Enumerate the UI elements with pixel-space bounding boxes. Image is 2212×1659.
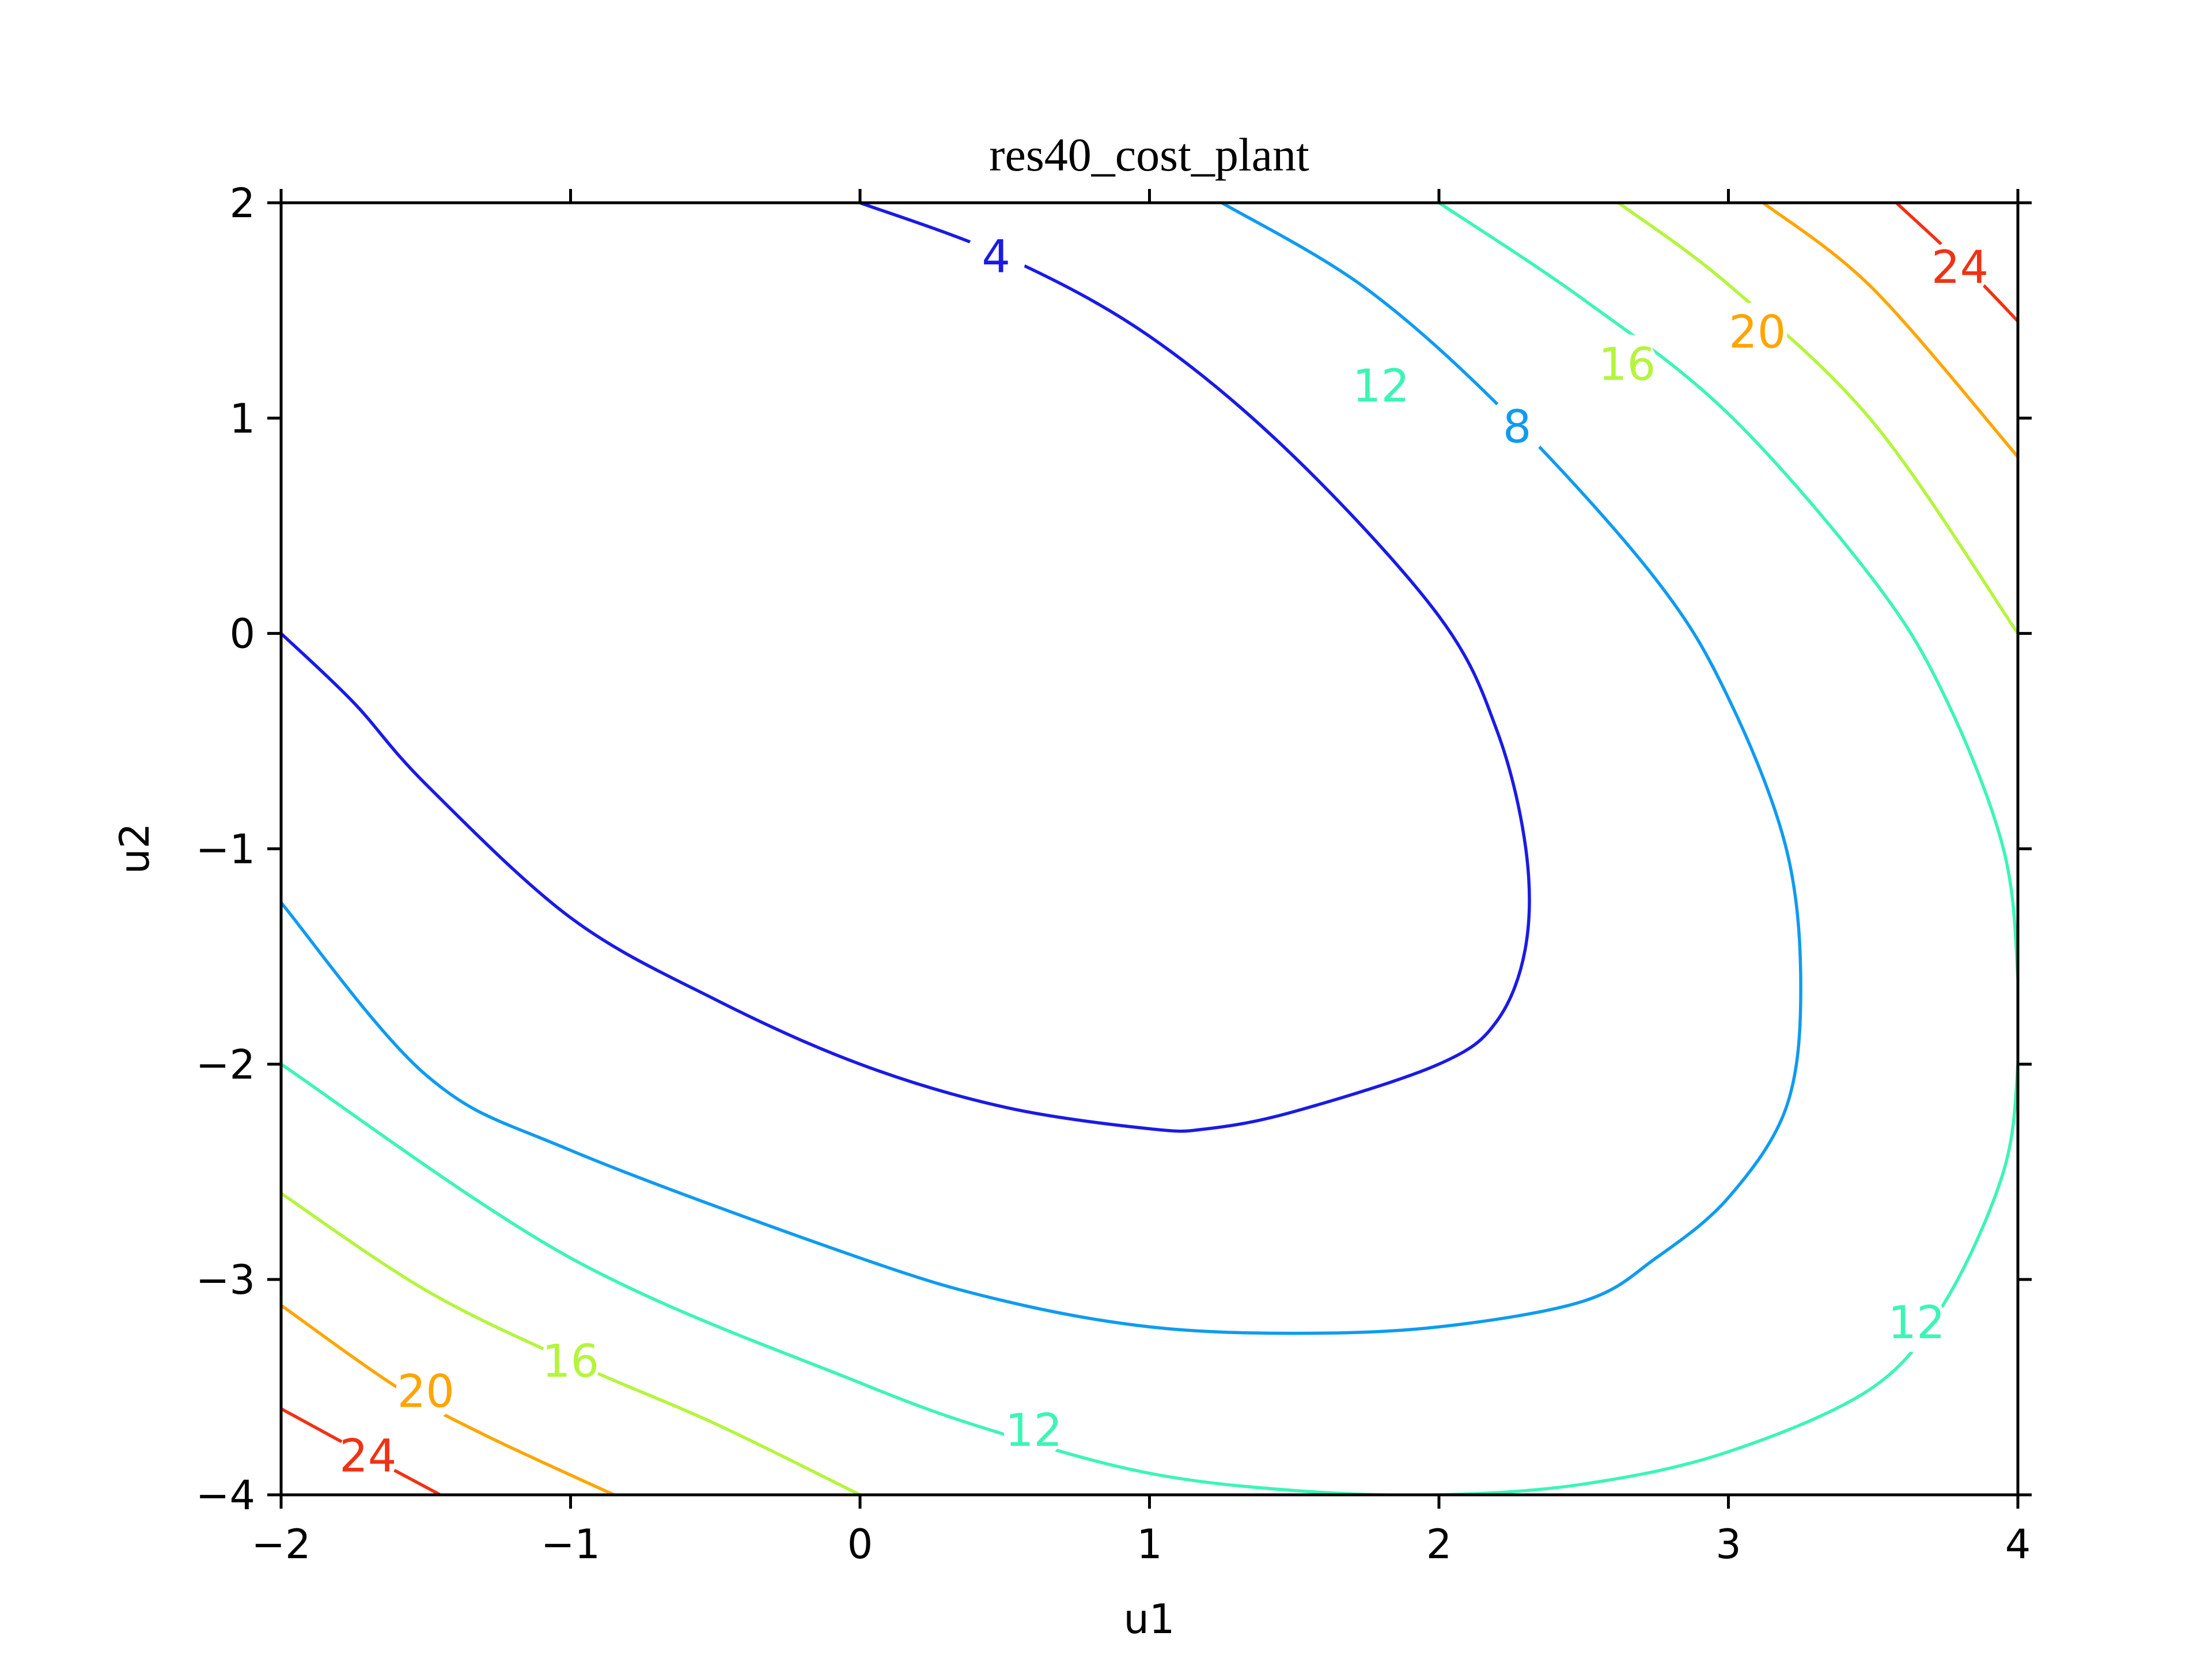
contour-label-16: 16 [542, 1336, 599, 1388]
contour-label-gap [1003, 1400, 1064, 1460]
contour-label-20: 20 [397, 1366, 454, 1418]
y-tick-label: 0 [229, 611, 255, 658]
plot-frame [279, 201, 2020, 1497]
y-tick-label: −4 [196, 1472, 255, 1519]
contour-line-20-0 [1762, 203, 2018, 459]
contour-label-gap [1727, 302, 1787, 362]
contour-line-8-0 [281, 203, 1802, 1335]
x-tick-label: 1 [1137, 1521, 1162, 1568]
x-tick-label: 2 [1426, 1521, 1452, 1568]
contour-label-12: 12 [1888, 1297, 1945, 1349]
x-axis-ticks: −2 −1 0 1 2 3 4 [251, 189, 2031, 1568]
contour-label-gap [1930, 237, 1990, 298]
y-tick-label: 1 [229, 395, 255, 442]
x-tick-label: 4 [2005, 1521, 2031, 1568]
y-tick-label: 2 [229, 180, 255, 227]
contour-label-12: 12 [1005, 1405, 1062, 1457]
contour-label-24: 24 [1931, 242, 1988, 294]
y-tick-label: −3 [196, 1256, 255, 1304]
chart-title: res40_cost_plant [989, 128, 1309, 181]
contour-label-gap [966, 226, 1027, 287]
contour-label-24: 24 [339, 1431, 396, 1483]
contour-label-gap [396, 1361, 456, 1422]
x-tick-label: 0 [847, 1521, 873, 1568]
contour-label-12: 12 [1353, 361, 1410, 412]
y-axis-label: u2 [111, 823, 158, 874]
contour-line-16-0 [1616, 203, 2018, 635]
contour-label-gap [1351, 355, 1411, 416]
contour-label-gap [1597, 334, 1657, 395]
contour-label-20: 20 [1729, 306, 1786, 358]
contour-label-gap [1487, 396, 1547, 457]
x-axis-label: u1 [1124, 1596, 1175, 1643]
contour-lines [281, 203, 2018, 1495]
contour-label-gap [1887, 1292, 1947, 1353]
contour-label-16: 16 [1599, 339, 1656, 391]
contour-label-4: 4 [982, 231, 1010, 283]
contour-label-8: 8 [1503, 402, 1532, 453]
y-tick-label: −2 [196, 1041, 255, 1088]
x-tick-label: 3 [1715, 1521, 1741, 1568]
contour-label-gap [338, 1426, 398, 1486]
y-tick-label: −1 [196, 826, 255, 873]
contour-line-12-0 [281, 203, 2018, 1495]
contour-label-gap [540, 1331, 601, 1392]
contour-line-4-0 [281, 203, 1531, 1133]
x-tick-label: −2 [251, 1521, 310, 1568]
x-tick-label: −1 [541, 1521, 600, 1568]
